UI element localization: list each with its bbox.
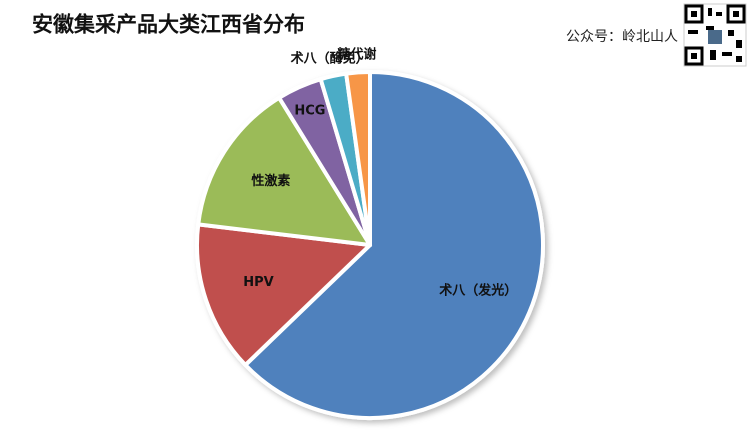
slice-label: HCG: [294, 103, 325, 118]
slice-label: 术八（酶免）: [290, 51, 369, 67]
pie-slice: [243, 70, 545, 420]
pie-slice: [344, 70, 372, 247]
chart-title: 安徽集采产品大类江西省分布: [32, 12, 305, 37]
subtitle: 公众号：岭北山人: [566, 29, 678, 45]
slice-label: 性激素: [251, 173, 290, 189]
slice-label: 术八（发光）: [438, 283, 517, 299]
pie-slice: [196, 95, 372, 247]
pie-slice: [195, 222, 372, 368]
slice-label: HPV: [243, 275, 273, 290]
pie: [195, 70, 545, 420]
qr-code: [683, 3, 747, 67]
slice-label: 糖代谢: [337, 47, 376, 63]
